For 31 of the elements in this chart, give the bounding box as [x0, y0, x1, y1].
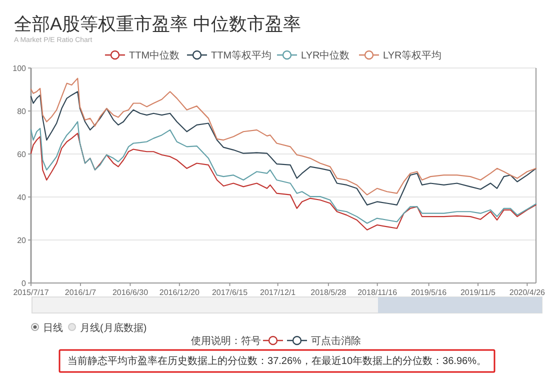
- y-tick-label: 60: [17, 150, 27, 159]
- legend-label: LYR等权平均: [383, 50, 442, 62]
- text: 当前静态平均市盈率在历史数据上的分位数：37.26%，在最近10年数据上的分位数：36.96%。: [68, 355, 486, 367]
- y-tick-label: 20: [17, 236, 27, 245]
- x-tick-label: 2016/1/7: [64, 288, 97, 297]
- x-tick-label: 2017/12/1: [260, 288, 296, 297]
- text: 使用说明：符号: [191, 335, 261, 347]
- text: 月线(月底数据): [80, 322, 147, 334]
- y-tick-label: 100: [12, 64, 27, 73]
- x-tick-label: 2017/6/15: [212, 288, 248, 297]
- line-series: [30, 78, 537, 196]
- x-tick-label: 2019/5/16: [411, 288, 448, 297]
- x-tick-label: 2019/11/5: [460, 288, 496, 297]
- legend-label: TTM等权平均: [211, 50, 272, 62]
- text: 可点击消除: [311, 335, 361, 347]
- x-tick-label: 2016/12/20: [159, 288, 200, 297]
- line-series: [30, 132, 537, 230]
- text: 日线: [43, 322, 63, 334]
- line-series: [30, 91, 537, 206]
- y-tick-label: 40: [17, 193, 27, 202]
- line-series: [30, 121, 537, 224]
- legend-label: LYR中位数: [301, 50, 350, 62]
- x-tick-label: 2015/7/17: [13, 288, 50, 297]
- chart-title: 全部A股等权重市盈率 中位数市盈率: [14, 14, 302, 34]
- x-tick-label: 2016/6/30: [112, 288, 149, 297]
- x-tick-label: 2018/11/16: [358, 288, 398, 297]
- legend-label: TTM中位数: [129, 50, 180, 62]
- x-tick-label: 2018/5/28: [310, 288, 347, 297]
- y-tick-label: 0: [22, 279, 27, 288]
- y-tick-label: 80: [17, 107, 27, 116]
- x-tick-label: 2020/4/26: [509, 288, 546, 297]
